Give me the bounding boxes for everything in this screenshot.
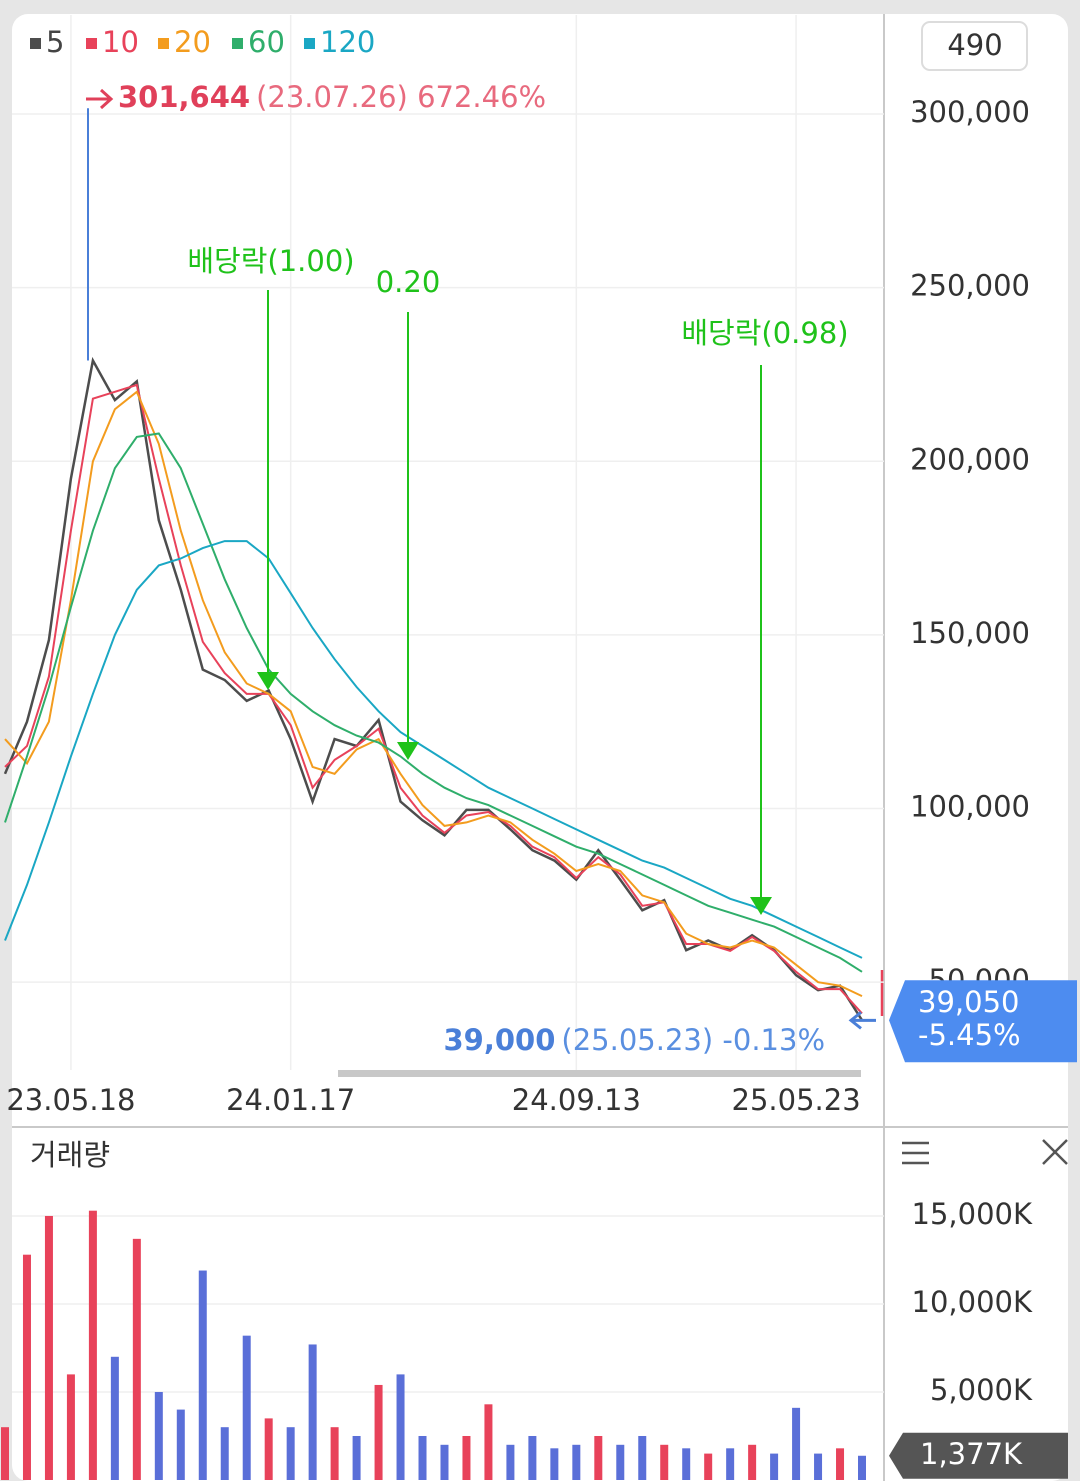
low-value: 39,000 bbox=[444, 1023, 556, 1057]
volume-bar bbox=[550, 1448, 559, 1480]
y-tick-label: 5,000K bbox=[930, 1373, 1033, 1407]
volume-bar bbox=[660, 1444, 669, 1480]
volume-bar bbox=[88, 1210, 97, 1480]
y-tick-label: 15,000K bbox=[912, 1197, 1033, 1231]
y-tick-label: 100,000 bbox=[910, 790, 1030, 824]
high-detail: (23.07.26) 672.46% bbox=[256, 80, 546, 114]
legend-label: 20 bbox=[174, 25, 211, 59]
volume-bar bbox=[22, 1254, 31, 1480]
x-tick-label: 24.09.13 bbox=[512, 1083, 641, 1117]
volume-bar bbox=[770, 1453, 779, 1480]
x-axis-band bbox=[12, 1072, 884, 1126]
volume-bar bbox=[286, 1427, 295, 1480]
high-value: 301,644 bbox=[118, 80, 250, 114]
volume-bar bbox=[418, 1435, 427, 1480]
ma-line bbox=[4, 540, 863, 959]
low-detail: (25.05.23) -0.13% bbox=[561, 1023, 825, 1057]
price-box bbox=[889, 980, 1077, 1063]
ma-line bbox=[4, 390, 863, 998]
volume-bar bbox=[682, 1448, 691, 1480]
volume-bar bbox=[704, 1453, 713, 1480]
volume-bar bbox=[814, 1453, 823, 1480]
volume-bar bbox=[44, 1215, 53, 1480]
volume-bar bbox=[792, 1407, 801, 1480]
volume-bar bbox=[462, 1435, 471, 1480]
legend-label: 5 bbox=[46, 25, 64, 59]
y-tick-label: 200,000 bbox=[910, 442, 1030, 476]
y-tick-label: 150,000 bbox=[910, 616, 1030, 650]
volume-bar bbox=[572, 1444, 581, 1480]
legend-label: 120 bbox=[320, 25, 375, 59]
volume-bar bbox=[264, 1418, 273, 1480]
volume-bar bbox=[484, 1404, 493, 1480]
volume-bar bbox=[330, 1427, 339, 1480]
legend-swatch bbox=[158, 38, 169, 49]
volume-box bbox=[889, 1432, 1068, 1479]
event-arrow bbox=[397, 742, 419, 760]
y-tick-label: 250,000 bbox=[910, 269, 1030, 303]
x-tick-label: 25.05.23 bbox=[732, 1083, 861, 1117]
volume-bar bbox=[638, 1435, 647, 1480]
event-arrow bbox=[257, 672, 279, 690]
ma-line bbox=[4, 383, 863, 1015]
volume-bar bbox=[132, 1238, 141, 1480]
legend-swatch bbox=[30, 38, 41, 49]
volume-bar bbox=[308, 1344, 317, 1480]
x-tick-label: 23.05.18 bbox=[6, 1083, 135, 1117]
legend-swatch bbox=[304, 38, 315, 49]
volume-bar bbox=[748, 1444, 757, 1480]
close-icon[interactable] bbox=[1042, 1139, 1068, 1165]
event-label: 배당락(0.98) bbox=[681, 316, 848, 350]
volume-bar bbox=[594, 1435, 603, 1480]
legend-swatch bbox=[232, 38, 243, 49]
volume-bar bbox=[858, 1455, 866, 1480]
volume-bar bbox=[440, 1444, 449, 1480]
volume-bar bbox=[396, 1374, 405, 1480]
x-tick-label: 24.01.17 bbox=[226, 1083, 355, 1117]
low-arrow bbox=[848, 1011, 876, 1030]
volume-bar bbox=[1, 1427, 9, 1480]
volume-bar bbox=[352, 1435, 361, 1480]
scrollbar[interactable] bbox=[338, 1070, 861, 1077]
volume-bar bbox=[154, 1391, 163, 1480]
volume-bar bbox=[198, 1270, 207, 1480]
legend-label: 10 bbox=[102, 25, 139, 59]
event-label: 0.20 bbox=[376, 265, 441, 299]
volume-bar bbox=[110, 1356, 119, 1480]
volume-bar bbox=[176, 1409, 185, 1480]
volume-title: 거래량 bbox=[30, 1138, 110, 1172]
volume-bar bbox=[726, 1448, 735, 1480]
legend-swatch bbox=[86, 38, 97, 49]
volume-bar bbox=[528, 1435, 537, 1480]
volume-bar bbox=[66, 1374, 75, 1480]
event-label: 배당락(1.00) bbox=[187, 244, 354, 278]
volume-bar bbox=[836, 1448, 845, 1480]
volume-bar bbox=[242, 1335, 251, 1480]
high-arrow bbox=[86, 88, 114, 110]
y-tick-label: 10,000K bbox=[912, 1285, 1033, 1319]
high-label: 301,644 (23.07.26) 672.46% bbox=[118, 80, 546, 114]
event-arrow bbox=[750, 897, 772, 915]
volume-bar bbox=[220, 1427, 229, 1480]
period-box[interactable] bbox=[921, 21, 1028, 71]
y-tick-label: 300,000 bbox=[910, 95, 1030, 129]
ma-line bbox=[4, 432, 863, 973]
volume-bar bbox=[374, 1384, 383, 1480]
price-change: -5.45% bbox=[918, 1018, 1021, 1052]
panel bbox=[12, 14, 1068, 1481]
legend-label: 60 bbox=[248, 25, 285, 59]
volume-current: 1,377K bbox=[920, 1437, 1023, 1471]
volume-bar bbox=[506, 1444, 515, 1480]
period-value[interactable]: 490 bbox=[947, 28, 1002, 62]
menu-icon[interactable] bbox=[902, 1141, 929, 1165]
price-value: 39,050 bbox=[918, 985, 1019, 1019]
low-label: 39,000 (25.05.23) -0.13% bbox=[444, 1023, 826, 1057]
volume-bar bbox=[616, 1444, 625, 1480]
